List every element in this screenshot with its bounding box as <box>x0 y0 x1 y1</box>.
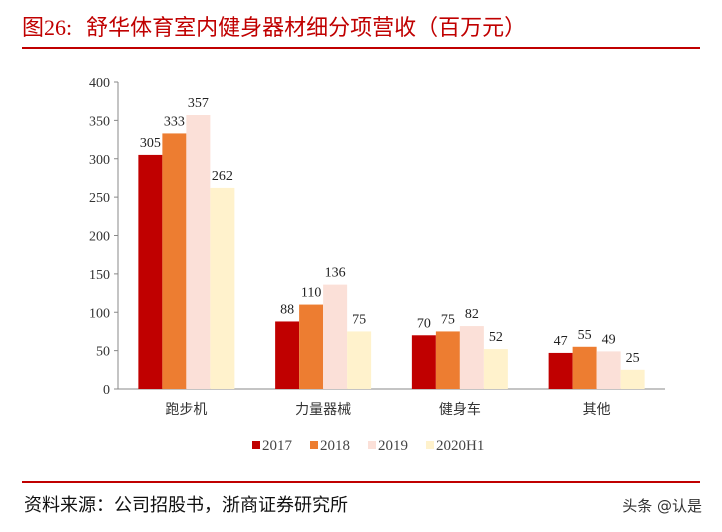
data-label: 88 <box>280 302 294 317</box>
x-tick-label: 力量器械 <box>295 402 351 418</box>
source-note: 资料来源：公司招股书，浙商证券研究所 <box>24 495 348 516</box>
bar-2019 <box>596 351 621 389</box>
x-tick-label: 其他 <box>583 402 611 418</box>
data-label: 75 <box>352 312 366 327</box>
legend-swatch <box>368 441 376 449</box>
y-tick-label: 100 <box>89 306 110 321</box>
legend-label: 2020H1 <box>436 438 484 454</box>
y-tick-label: 0 <box>103 383 110 398</box>
y-tick-label: 50 <box>96 345 110 360</box>
data-label: 47 <box>554 334 568 349</box>
figure-title: 图26: 舒华体育室内健身器材细分项营收（百万元） <box>22 10 526 42</box>
data-label: 70 <box>417 316 431 331</box>
data-label: 357 <box>188 96 209 111</box>
bar-2017 <box>411 335 436 389</box>
x-tick-label: 跑步机 <box>165 402 207 418</box>
y-tick-label: 250 <box>89 191 110 206</box>
data-label: 52 <box>489 330 503 345</box>
bar-2017 <box>138 154 163 389</box>
legend-label: 2019 <box>378 438 408 454</box>
bar-2018 <box>299 304 324 389</box>
bar-2018 <box>162 133 187 389</box>
y-tick-label: 200 <box>89 230 110 245</box>
bar-2020H1 <box>483 349 508 389</box>
y-tick-label: 350 <box>89 114 110 129</box>
data-label: 25 <box>626 351 640 366</box>
bar-2017 <box>275 321 300 389</box>
data-label: 333 <box>164 114 185 129</box>
figure-number: 图26: <box>22 15 73 40</box>
legend-swatch <box>426 441 434 449</box>
data-label: 82 <box>465 307 479 322</box>
bar-2017 <box>548 352 573 389</box>
bar-2018 <box>572 346 597 389</box>
footer-divider <box>22 481 700 483</box>
x-tick-label: 健身车 <box>439 401 481 418</box>
bar-2020H1 <box>620 369 645 389</box>
bar-2019 <box>323 284 348 389</box>
legend-label: 2017 <box>262 438 293 454</box>
data-label: 49 <box>602 332 616 347</box>
bar-2019 <box>186 115 211 389</box>
bar-2019 <box>459 326 484 389</box>
data-label: 55 <box>578 328 592 343</box>
legend-swatch <box>310 441 318 449</box>
y-tick-label: 150 <box>89 268 110 283</box>
bar-2018 <box>435 331 460 389</box>
data-label: 110 <box>301 286 321 301</box>
title-text: 舒华体育室内健身器材细分项营收（百万元） <box>86 16 527 41</box>
data-label: 305 <box>140 136 161 151</box>
data-label: 262 <box>212 169 233 184</box>
watermark: 头条 @认是 <box>622 497 702 515</box>
bar-2020H1 <box>347 331 372 389</box>
bar-2020H1 <box>210 187 235 389</box>
legend-label: 2018 <box>320 438 350 454</box>
y-tick-label: 400 <box>89 76 110 91</box>
legend-swatch <box>252 441 260 449</box>
title-divider <box>22 47 700 49</box>
y-tick-label: 300 <box>89 153 110 168</box>
data-label: 136 <box>325 266 346 281</box>
data-label: 75 <box>441 312 455 327</box>
